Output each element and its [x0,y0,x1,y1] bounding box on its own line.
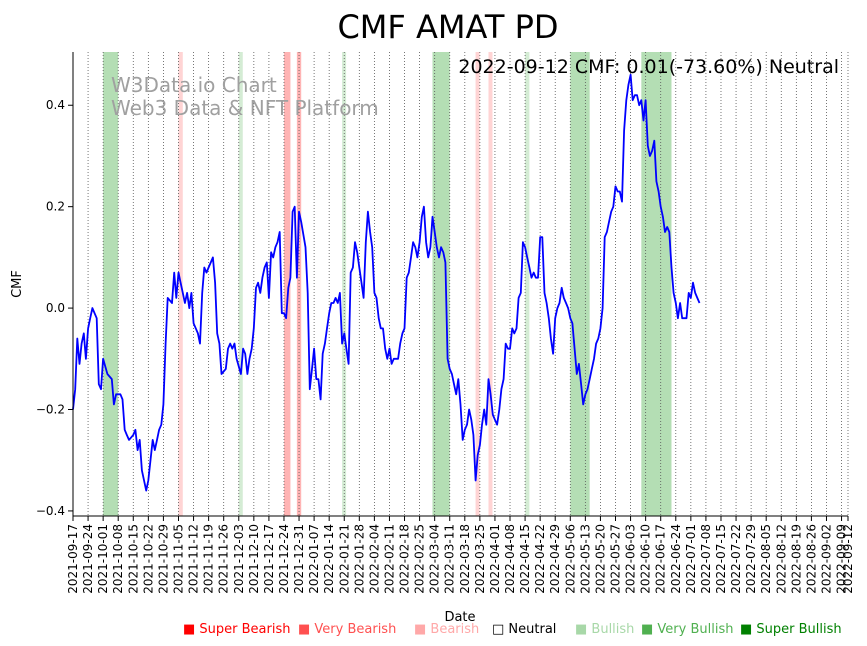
x-tick-label: 2022-08-05 [759,524,773,594]
signal-band-2 [238,52,243,516]
x-tick-label: 2022-05-20 [593,524,607,594]
signal-band-8 [488,52,493,516]
x-tick-label: 2021-12-17 [262,524,276,594]
x-tick-label: 2022-07-15 [714,524,728,594]
x-tick-label: 2021-11-19 [202,524,216,594]
x-tick-label: 2022-07-01 [684,524,698,594]
x-tick-label: 2022-02-18 [398,524,412,594]
x-ticks: 2021-09-17 2021-09-24 2021-10-01 2021-10-08… [66,516,855,594]
x-tick-label: 2022-02-04 [367,524,381,594]
x-tick-label: 2022-04-08 [503,524,517,594]
legend-item: ■ Very Bearish [298,622,396,637]
axes [72,52,848,517]
legend-item: ■ Super Bearish [183,622,291,637]
x-axis-label: Date [444,610,475,625]
x-tick-label: 2021-10-22 [141,524,155,594]
y-tick-label: 0.4 [46,98,65,112]
x-tick-label: 2022-01-28 [352,524,366,594]
x-tick-label: 2021-12-31 [292,524,306,594]
legend: ■ Super Bearish ■ Very Bearish ■ Bearish □ … [183,622,842,637]
x-tick-label: 2022-01-21 [337,524,351,594]
x-tick-label: 2022-01-14 [322,524,336,594]
x-tick-label: 2021-12-03 [232,524,246,594]
cmf-annotation: 2022-09-12 CMF: 0.01(-73.60%) Neutral [458,56,839,78]
signal-band-9 [525,52,530,516]
legend-item: ■ Bearish [414,622,479,637]
x-tick-label: 2022-04-22 [533,524,547,594]
x-tick-label: 2021-11-26 [217,524,231,594]
signal-band-6 [432,52,450,516]
x-tick-label: 2022-06-17 [654,524,668,594]
x-tick-label: 2021-12-10 [247,524,261,594]
signal-band-0 [103,52,119,516]
x-tick-label: 2021-11-05 [171,524,185,594]
x-tick-label: 2022-06-24 [669,524,683,594]
x-tick-label: 2022-07-08 [699,524,713,594]
x-tick-label: 2022-04-29 [548,524,562,594]
x-tick-label: 2022-02-25 [413,524,427,594]
x-tick-label: 2021-11-12 [187,524,201,594]
x-tick-label: 2022-08-12 [774,524,788,594]
x-tick-label: 2021-10-29 [156,524,170,594]
x-tick-label: 2022-08-19 [789,524,803,594]
legend-item: ■ Bullish [575,622,634,637]
x-tick-label: 2022-04-01 [488,524,502,594]
x-tick-label: 2022-05-13 [578,524,592,594]
x-tick-label: 2022-01-07 [307,524,321,594]
x-tick-label: 2022-04-15 [518,524,532,594]
legend-item: ■ Very Bullish [641,622,733,637]
x-tick-label: 2022-06-03 [624,524,638,594]
y-tick-label: −0.4 [36,504,65,518]
x-tick-label: 2022-07-22 [729,524,743,594]
x-tick-label: 2022-09-02 [819,524,833,594]
chart-title: CMF AMAT PD [337,8,558,46]
x-tick-label: 2022-06-10 [639,524,653,594]
y-axis-label: CMF [10,270,25,298]
x-tick-label: 2021-10-15 [126,524,140,594]
signal-band-3 [283,52,291,516]
x-tick-label: 2021-10-01 [96,524,110,594]
y-tick-label: −0.2 [36,403,65,417]
x-tick-label: 2022-07-29 [744,524,758,594]
cmf-series-line [72,73,701,492]
x-tick-label: 2022-05-06 [563,524,577,594]
y-ticks: −0.4 −0.2 0.0 0.2 0.4 [36,98,73,518]
x-tick-label: 2021-09-17 [66,524,80,594]
x-tick-label: 2022-02-11 [382,524,396,594]
y-tick-label: 0.0 [46,301,65,315]
x-tick-label: 2022-03-25 [473,524,487,594]
x-tick-label: 2022-03-18 [458,524,472,594]
x-tick-label: 2022-03-11 [443,524,457,594]
x-tick-label: 2022-03-04 [428,524,442,594]
watermark-line-1: W3Data.io Chart [111,73,277,97]
x-tick-label: 2021-10-08 [111,524,125,594]
x-tick-label: 2022-08-26 [804,524,818,594]
signal-band-7 [475,52,480,516]
signal-band-10 [570,52,590,516]
x-tick-label: 2022-05-27 [609,524,623,594]
y-tick-label: 0.2 [46,200,65,214]
x-tick-label: 2022-09-09 [835,524,849,594]
x-tick-label: 2022-09-12 [841,524,855,594]
x-tick-label: 2021-12-24 [277,524,291,594]
legend-item: □ Neutral [492,622,556,637]
legend-item: ■ Super Bullish [740,622,842,637]
watermark-line-2: Web3 Data & NFT Platform [111,96,379,120]
x-tick-label: 2021-09-24 [81,524,95,594]
